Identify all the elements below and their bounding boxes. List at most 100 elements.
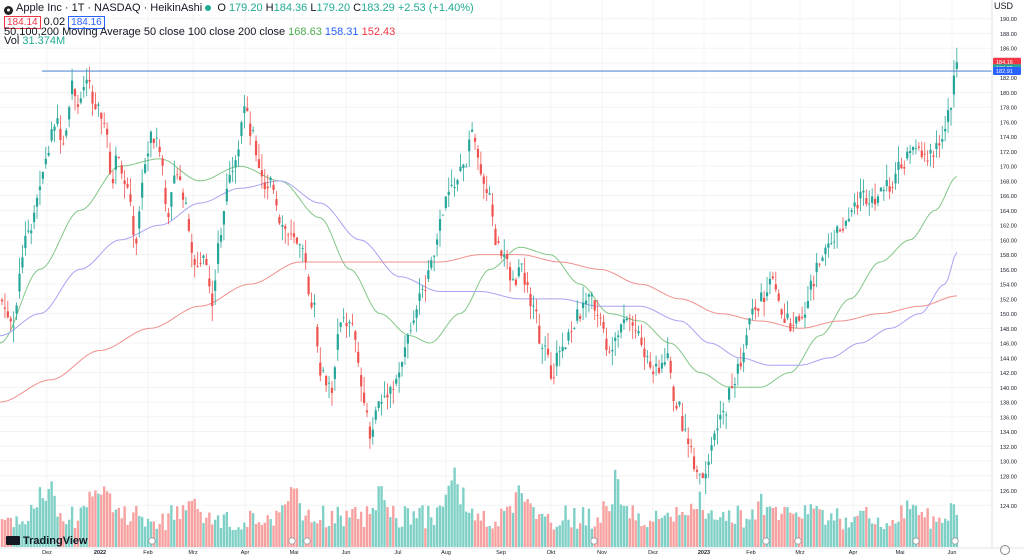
volume-bar-28 [82,505,85,547]
volume-bar-37 [108,493,112,547]
candle-body-146 [427,270,430,279]
event-marker-icon-3 [590,537,598,545]
candle-body-27 [79,98,82,103]
volume-bar-116 [339,515,342,547]
settings-icon[interactable] [1000,545,1010,555]
candle-body-236 [690,445,693,448]
volume-bar-38 [111,512,115,547]
candle-body-107 [313,302,316,305]
candle-body-189 [552,377,555,379]
volume-bar-266 [777,520,780,547]
candle-body-55 [161,158,164,166]
candle-body-233 [681,416,684,431]
candle-body-159 [465,166,468,168]
volume-bar-165 [482,510,485,547]
candle-body-83 [243,106,246,114]
x-label-dez: Dez [648,550,658,556]
y-tick-166: 166.00 [1000,194,1017,200]
volume-bar-107 [313,521,316,547]
volume-bar-47 [138,515,141,547]
candle-body-39 [114,155,117,170]
volume-bar-158 [462,487,465,547]
volume-bar-215 [628,518,631,547]
candle-body-256 [748,318,751,325]
volume-bar-115 [336,506,339,547]
candle-body-61 [179,176,182,181]
candle-body-220 [643,348,646,358]
volume-bar-17 [50,481,53,547]
volume-bar-145 [424,528,427,547]
candle-body-322 [941,139,944,142]
candle-body-62 [181,192,185,200]
volume-bar-245 [716,519,719,547]
candle-body-217 [634,330,637,331]
symbol-legend[interactable]: ● Apple Inc · 1T · NASDAQ · HeikinAshi O … [4,1,474,15]
candle-body-19 [56,118,59,124]
candle-body-88 [257,159,261,169]
volume-bar-163 [476,513,480,547]
y-tick-132: 132.00 [1000,445,1017,451]
candle-body-292 [853,202,856,207]
y-tick-150: 150.00 [1000,312,1017,318]
volume-bar-49 [143,526,147,547]
volume-bar-287 [838,518,842,547]
candle-body-173 [506,253,509,259]
candle-body-310 [906,151,909,159]
volume-bar-192 [561,520,564,547]
candle-body-320 [935,143,938,150]
candle-body-93 [272,184,275,191]
x-label-dez: Dez [42,550,52,556]
candle-body-72 [211,293,214,307]
candle-body-182 [532,305,535,307]
volume-bar-242 [707,513,710,547]
volume-bar-314 [917,515,921,547]
volume-bar-8 [24,524,27,547]
currency-label[interactable]: USD [994,1,1014,11]
candle-body-133 [389,386,392,394]
close-value: 183.29 [361,2,395,14]
volume-bar-130 [380,486,383,547]
ma-legend[interactable]: 50,100,200 Moving Average 50 close 100 c… [4,25,395,39]
volume-bar-33 [97,493,100,547]
ask-price[interactable]: 184.16 [68,16,105,29]
candle-body-316 [923,153,926,155]
candle-body-35 [103,123,106,125]
candle-body-104 [304,253,307,263]
volume-bar-141 [412,511,415,547]
y-tick-142: 142.00 [1000,371,1017,377]
heikin-ashi-candles [0,47,958,495]
volume-bar-198 [578,523,582,547]
volume-bar-179 [523,501,526,547]
volume-bar-249 [727,510,731,547]
volume-bar-101 [295,488,299,547]
volume-bar-32 [94,490,97,547]
candle-body-126 [368,426,372,439]
volume-bar-138 [403,506,407,547]
candle-body-319 [932,155,935,157]
candle-body-28 [82,86,85,91]
volume-bar-183 [535,518,538,547]
candle-body-121 [354,331,357,340]
volume-bar-94 [275,510,278,547]
volume-bar-324 [946,520,950,547]
x-label-feb: Feb [746,550,755,556]
volume-bar-257 [751,509,754,547]
volume-bar-6 [18,524,21,547]
volume-bar-201 [587,508,591,547]
x-label-sep: Sep [496,550,506,556]
volume-bar-155 [453,467,456,547]
volume-bar-264 [771,507,775,547]
candle-body-76 [222,210,226,225]
candle-body-249 [727,388,731,400]
candle-body-113 [330,387,334,393]
volume-bar-208 [608,511,611,547]
volume-bar-217 [634,520,637,547]
volume-legend[interactable]: Vol 31.374M [4,34,65,48]
volume-bar-124 [362,527,366,547]
candle-body-302 [882,189,885,192]
candle-body-250 [730,386,734,388]
volume-bar-301 [879,526,883,547]
candle-body-183 [535,309,538,312]
candle-body-69 [202,255,205,259]
